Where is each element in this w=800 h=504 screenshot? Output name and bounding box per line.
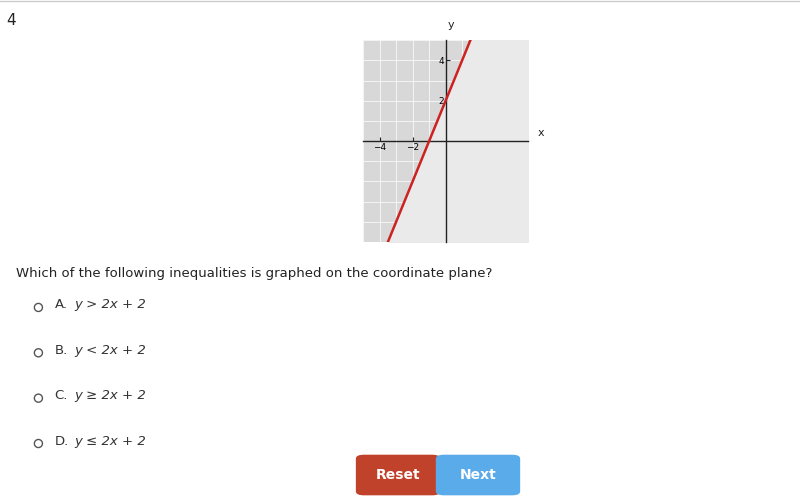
Text: x: x xyxy=(538,128,545,138)
Text: C.: C. xyxy=(54,389,68,402)
Text: Reset: Reset xyxy=(376,468,420,482)
Text: y ≥ 2x + 2: y ≥ 2x + 2 xyxy=(74,389,146,402)
FancyBboxPatch shape xyxy=(436,455,520,495)
Text: A.: A. xyxy=(54,298,67,311)
Text: y ≤ 2x + 2: y ≤ 2x + 2 xyxy=(74,434,146,448)
Text: D.: D. xyxy=(54,434,69,448)
Text: y > 2x + 2: y > 2x + 2 xyxy=(74,298,146,311)
Text: Next: Next xyxy=(460,468,496,482)
FancyBboxPatch shape xyxy=(356,455,440,495)
Text: y: y xyxy=(447,20,454,30)
Text: y < 2x + 2: y < 2x + 2 xyxy=(74,344,146,357)
Text: B.: B. xyxy=(54,344,68,357)
Text: 4: 4 xyxy=(6,13,16,28)
Text: Which of the following inequalities is graphed on the coordinate plane?: Which of the following inequalities is g… xyxy=(16,267,492,280)
